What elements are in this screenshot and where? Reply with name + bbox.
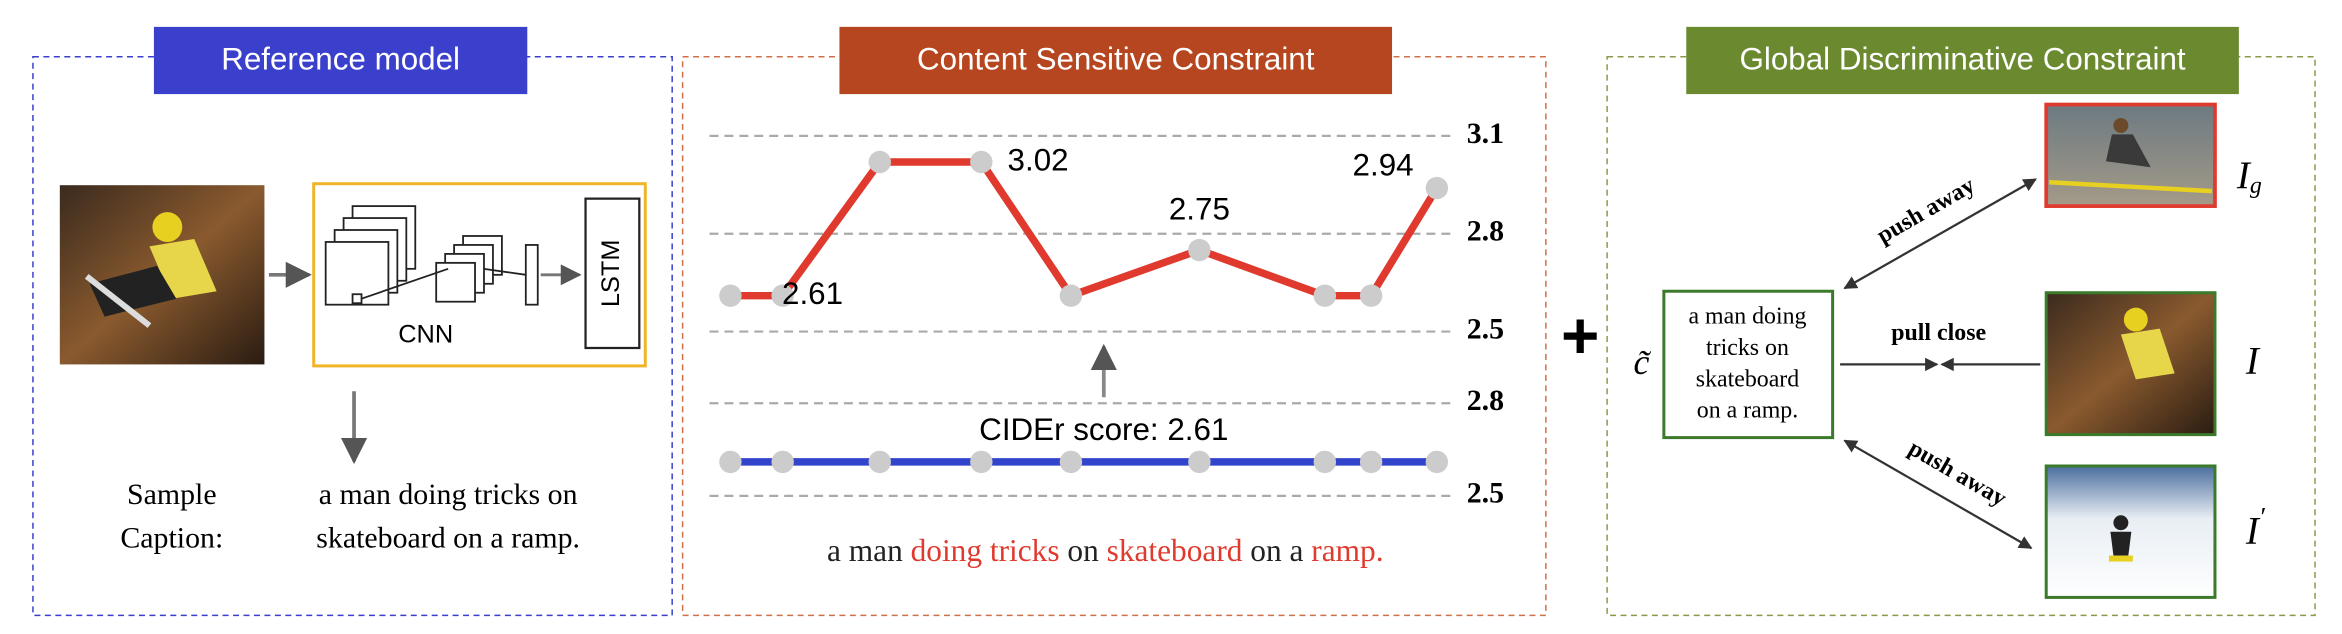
data-point	[970, 150, 993, 174]
sample-caption: skateboard on a ramp.	[316, 522, 580, 555]
data-point	[868, 150, 891, 174]
cnn-icon	[324, 205, 539, 306]
data-point	[1425, 450, 1449, 474]
caption-box	[1662, 289, 1835, 440]
data-point	[719, 284, 742, 307]
push-arrow	[1843, 439, 2033, 550]
image-i	[2044, 291, 2217, 437]
caption-line: on a ramp.	[1697, 398, 1798, 424]
image-g	[2044, 102, 2217, 208]
data-point	[1425, 176, 1449, 200]
data-point	[1059, 450, 1083, 474]
caption-segment: doing tricks	[911, 533, 1060, 568]
sample-caption: a man doing tricks on	[319, 478, 578, 511]
pull-label: pull close	[1891, 320, 1986, 346]
data-label: 2.94	[1353, 147, 1414, 182]
caption-line: tricks on	[1706, 335, 1789, 361]
caption-line: a man doing	[1688, 304, 1806, 330]
sample-label: Sample	[127, 478, 217, 511]
data-point	[719, 450, 742, 474]
caption-line: skateboard	[1696, 366, 1799, 392]
data-point	[868, 450, 891, 474]
push-arrow	[1843, 178, 2037, 290]
image-label-base: I	[2236, 154, 2252, 197]
data-point	[1313, 284, 1337, 307]
data-point	[1188, 238, 1211, 262]
data-label: 3.02	[1008, 142, 1069, 177]
plus-sign: +	[1561, 299, 1599, 372]
image-label-prime: ′	[2259, 502, 2266, 532]
panel-title-box	[839, 26, 1393, 95]
y-tick-label: 2.5	[1467, 477, 1504, 510]
panel-title-box	[153, 26, 528, 95]
caption-symbol: c̃	[1634, 342, 1653, 382]
cnn-label: CNN	[398, 321, 453, 349]
constraint-caption: a man doing tricks on skateboard on a ra…	[827, 533, 1384, 568]
caption-segment: skateboard	[1107, 533, 1243, 568]
image-label-subscript: g	[2250, 174, 2262, 200]
image-label: I′	[2245, 502, 2266, 553]
sample-label: Caption:	[120, 522, 223, 555]
annotation: CIDEr score: 2.61	[979, 412, 1228, 447]
push-label: push away	[1904, 435, 2011, 512]
data-point	[1359, 450, 1383, 474]
image-label-base: I	[2245, 510, 2261, 553]
data-point	[970, 450, 993, 474]
y-tick-label: 2.8	[1467, 384, 1504, 417]
data-point	[1188, 450, 1211, 474]
image-i-prime	[2044, 464, 2217, 599]
data-point	[771, 450, 794, 474]
data-point	[1313, 450, 1337, 474]
panel-title: Reference model	[221, 42, 460, 77]
y-tick-label: 2.8	[1467, 215, 1504, 248]
lstm-label: LSTM	[597, 239, 625, 307]
caption-segment: a man	[827, 533, 911, 568]
data-point	[771, 284, 794, 307]
data-label: 2.61	[782, 276, 843, 311]
y-tick-label: 2.5	[1467, 312, 1504, 345]
y-tick-label: 3.1	[1467, 117, 1504, 150]
caption-segment: on	[1060, 533, 1107, 568]
caption-segment: on a	[1242, 533, 1311, 568]
push-label: push away	[1873, 172, 1980, 249]
lstm-box	[584, 197, 641, 350]
panel-title: Content Sensitive Constraint	[917, 42, 1315, 77]
image-label: I	[2245, 339, 2261, 382]
data-label: 2.75	[1169, 191, 1230, 226]
panel-title-box	[1686, 26, 2239, 95]
input-image	[59, 185, 265, 365]
image-label: Ig	[2236, 154, 2262, 200]
data-point	[1059, 284, 1083, 307]
data-point	[1359, 284, 1383, 307]
panel-border	[681, 56, 1547, 617]
panel-title: Global Discriminative Constraint	[1739, 42, 2185, 77]
caption-segment: ramp.	[1311, 533, 1383, 568]
